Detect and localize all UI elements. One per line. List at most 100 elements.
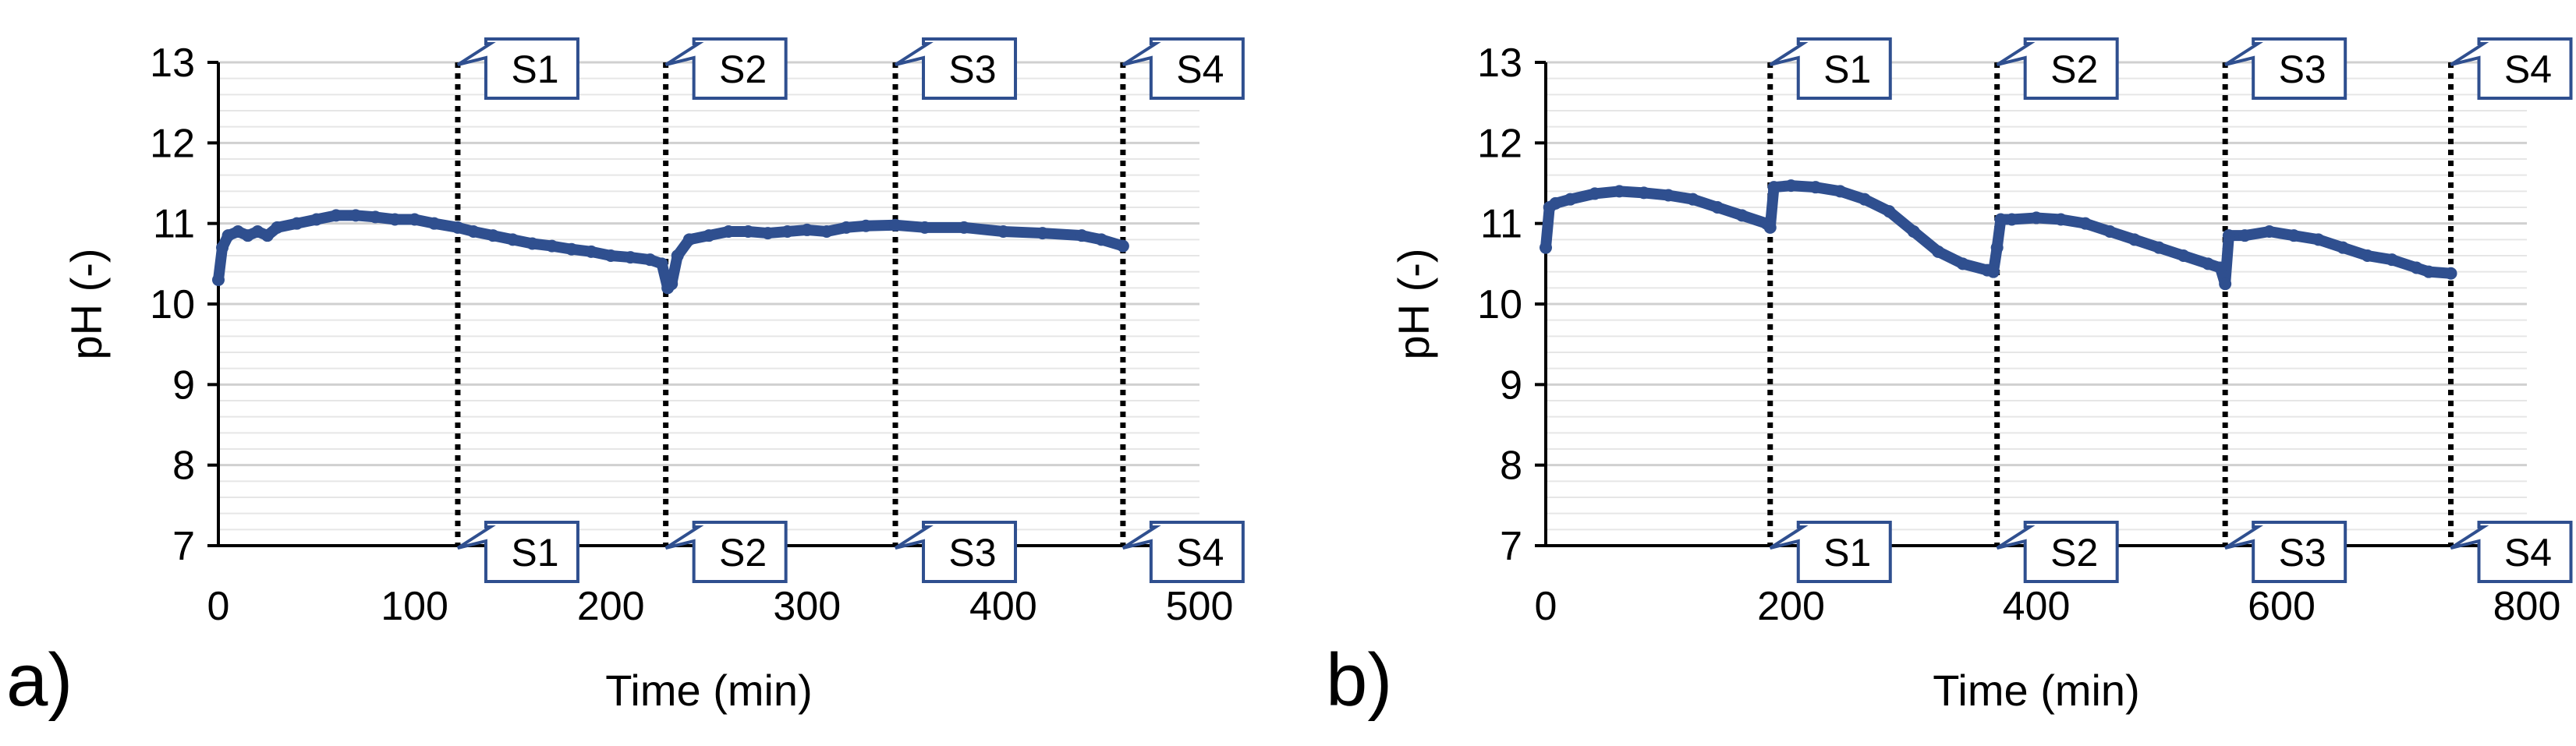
data-point [2222, 229, 2235, 242]
stage-callout-label: S2 [719, 531, 767, 575]
data-point [1613, 185, 1626, 198]
data-point [260, 229, 274, 242]
data-point [216, 241, 229, 254]
stage-callout-label: S4 [2504, 531, 2552, 575]
data-point [585, 245, 598, 258]
y-tick-label: 11 [1480, 202, 1522, 247]
data-point [290, 217, 303, 230]
data-point [1858, 193, 1871, 206]
y-tick-label: 12 [150, 121, 195, 166]
data-point [329, 209, 342, 222]
data-point [1095, 233, 1108, 246]
y-tick-label: 11 [153, 202, 195, 247]
data-point [1784, 179, 1798, 193]
data-point [2103, 225, 2117, 238]
data-point [1711, 201, 1724, 214]
data-point [271, 221, 284, 234]
y-tick-label: 13 [1477, 41, 1522, 86]
x-tick-label: 300 [773, 584, 841, 629]
y-tick-label: 8 [1500, 444, 1522, 489]
data-point [997, 225, 1010, 238]
panel-label-b: b) [1326, 638, 1392, 722]
stage-callout-top [1769, 37, 1892, 100]
data-point [643, 253, 657, 267]
data-point [2312, 233, 2325, 246]
stage-callout-label: S1 [511, 48, 558, 91]
y-tick-label: 8 [172, 444, 195, 489]
data-point [604, 249, 618, 262]
data-point [1036, 227, 1049, 240]
chart-panel-b: 7 8 9 10 11 12 13 0 200 400 600 800 Time (min) pH (-)… [1389, 37, 2573, 715]
data-point [451, 221, 464, 234]
data-point [565, 242, 578, 256]
data-point [1116, 239, 1129, 253]
data-point [1907, 225, 1920, 238]
stage-callout-label: S3 [948, 531, 996, 575]
data-point [2054, 213, 2068, 226]
stage-callout-top [664, 37, 788, 100]
data-point [859, 219, 873, 232]
data-point [408, 213, 421, 226]
stage-callout-top [894, 37, 1018, 100]
data-point [1540, 241, 1552, 254]
data-point [2422, 265, 2436, 278]
data-point [1662, 189, 1675, 202]
data-point [526, 237, 539, 250]
stage-callout-bottom [1996, 521, 2119, 583]
stage-callout-top [1996, 37, 2119, 100]
data-point [221, 229, 235, 242]
data-point [2410, 261, 2423, 274]
x-tick-label: 100 [381, 584, 448, 629]
stage-callout-bottom [894, 521, 1018, 583]
data-point [958, 221, 971, 234]
panel-label-a: a) [6, 638, 73, 722]
data-point [487, 229, 500, 242]
stage-callout-bottom [2224, 521, 2347, 583]
data-point [889, 218, 902, 232]
stage-callout-label: S4 [1176, 48, 1224, 91]
y-tick-label: 12 [1477, 121, 1522, 166]
data-point [349, 209, 363, 222]
data-point [2177, 249, 2190, 262]
data-point [2213, 261, 2227, 274]
stage-callout-top [2450, 37, 2573, 100]
stage-callout-label: S4 [2504, 48, 2552, 91]
series-line-ph [213, 210, 1129, 294]
data-point [2287, 229, 2301, 242]
data-point [2444, 267, 2457, 280]
data-point [655, 257, 668, 270]
data-point [1549, 196, 1562, 210]
data-point [671, 249, 684, 262]
x-tick-label: 500 [1166, 584, 1234, 629]
data-point [1956, 257, 1969, 270]
data-point [212, 274, 225, 286]
data-point [2005, 213, 2018, 226]
y-axis-title: pH (-) [1389, 248, 1438, 359]
stage-callout-label: S1 [511, 531, 558, 575]
data-point [2361, 249, 2374, 262]
data-point [1990, 241, 2004, 254]
stage-callout-label: S1 [1823, 48, 1871, 91]
data-point [918, 221, 931, 234]
stage-callout-bottom [456, 521, 579, 583]
data-point [1834, 185, 1847, 198]
stage-callout-label: S3 [2279, 48, 2326, 91]
data-point [2219, 278, 2232, 291]
stage-callout-label: S3 [948, 48, 996, 91]
data-point [1588, 187, 1601, 200]
data-point [1809, 181, 1822, 194]
data-point [840, 221, 853, 234]
stage-callout-label: S4 [1176, 531, 1224, 575]
data-point [1767, 181, 1781, 194]
y-axis-title: pH (-) [62, 248, 111, 359]
data-point [1932, 245, 1945, 258]
data-point [467, 225, 480, 238]
stage-callout-label: S2 [719, 48, 767, 91]
data-point [1686, 193, 1699, 206]
data-point [310, 213, 323, 226]
stage-callout-bottom [1769, 521, 1892, 583]
stage-callout-label: S1 [1823, 531, 1871, 575]
data-point [1637, 186, 1650, 200]
y-tick-label: 7 [1500, 524, 1522, 569]
y-tick-label: 10 [1477, 282, 1522, 327]
